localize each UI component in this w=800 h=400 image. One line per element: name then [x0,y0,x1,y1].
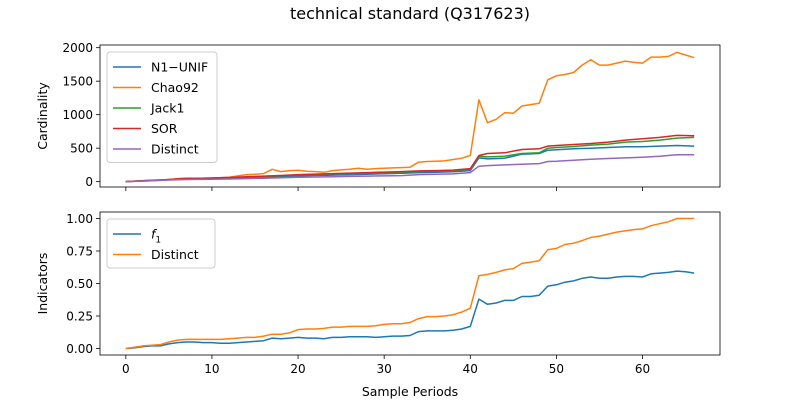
series-line-distinct [125,217,695,350]
x-tick-label: 0 [122,362,130,376]
y-tick-label: 0.00 [66,342,93,356]
series-line-distinct [125,154,695,183]
series-line-sor [125,134,695,183]
legend-label-chao92: Chao92 [151,80,199,95]
x-tick-label: 30 [377,362,392,376]
y-tick-label: 0.25 [66,310,93,324]
y-axis-label: Indicators [35,253,50,315]
y-axis-label: Cardinality [35,82,50,150]
x-tick-label: 50 [549,362,564,376]
x-axis-label: Sample Periods [362,384,458,399]
cardinality-panel: 0 500 1000 1500 2000 Cardinality N1−UNIF Chao92… [35,41,721,191]
legend-label-distinct: Distinct [151,142,199,157]
y-tick-label: 0 [85,175,93,189]
x-tick-label: 60 [635,362,650,376]
y-tick-label: 1500 [62,75,93,89]
y-tick-label: 1000 [62,108,93,122]
series-line-f1 [125,270,695,350]
legend-box [106,51,218,163]
plot-frame [99,44,721,188]
x-tick-label: 20 [290,362,305,376]
y-tick-label: 0.75 [66,245,93,259]
legend-label-jack1: Jack1 [150,101,184,116]
legend-label-distinct: Distinct [151,247,199,262]
legend-label-f1: f1 [151,227,161,246]
figure-title: technical standard (Q317623) [290,4,530,23]
legend-label-n1-unif: N1−UNIF [151,60,208,75]
legend-box [106,218,216,269]
y-tick-label: 1.00 [66,212,93,226]
legend: N1−UNIF Chao92 Jack1 SOR Distinct [106,51,218,163]
y-tick-label: 0.50 [66,277,93,291]
x-tick-label: 10 [204,362,219,376]
indicators-panel: 0 10 20 30 40 50 60 0.00 0.25 0.50 0.75 1.00 Indicat… [35,211,721,399]
y-tick-label: 500 [70,142,93,156]
y-tick-label: 2000 [62,41,93,55]
x-tick-label: 40 [463,362,478,376]
legend-label-sor: SOR [151,121,178,136]
